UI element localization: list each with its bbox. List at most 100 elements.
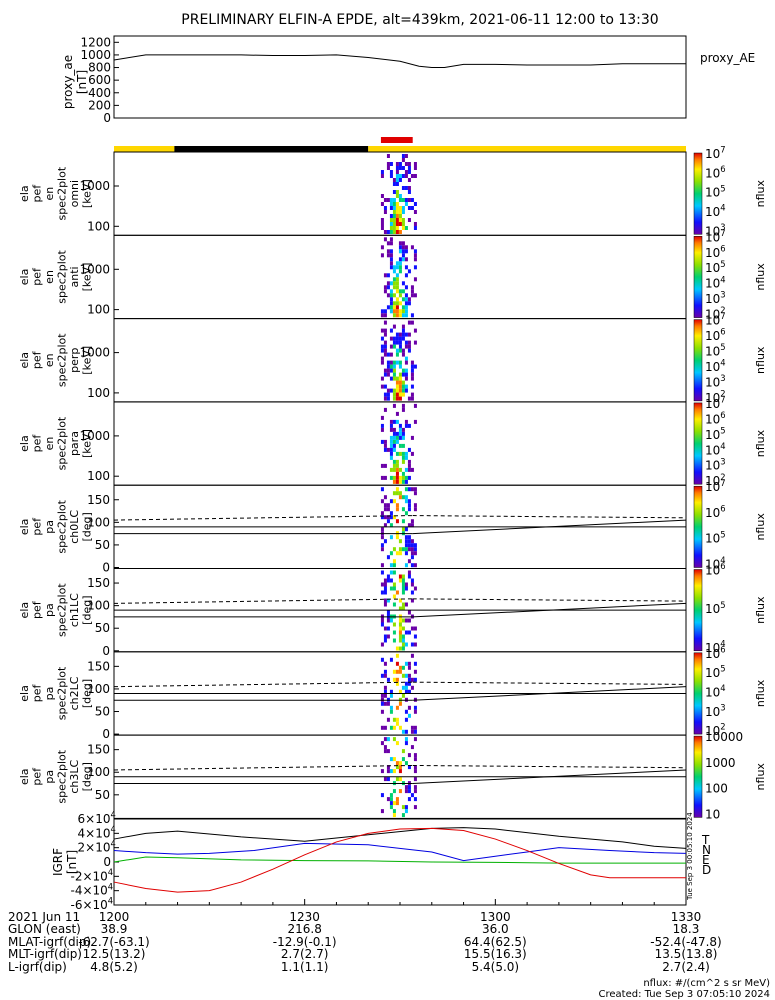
spectrogram-cell [389,226,393,230]
annotation-value-time: 1330 [671,910,702,924]
spectrogram-cell [380,535,384,540]
spectrogram-ylabel-line: en [43,353,56,367]
spectrogram-cell [413,669,417,674]
spectrogram-cell [395,797,399,802]
spectrogram-cell [389,499,393,504]
spectrogram-cell [401,324,405,329]
figure-title: PRELIMINARY ELFIN-A EPDE, alt=439km, 202… [181,12,658,28]
spectrogram-cell [389,693,393,698]
spectrogram-cell [380,348,384,353]
spectrogram-cell [398,646,402,651]
spectrogram-cell [404,285,408,290]
spectrogram-ylabel-line: spec2plot [56,749,69,803]
spectrogram-cell [380,202,384,206]
spectrogram-cell [404,582,408,587]
spectrogram-cell [380,222,384,226]
spectrogram-cell [392,435,396,440]
spectrogram-cell [404,499,408,504]
spectrogram-cell [380,511,384,516]
spectrogram-cell [392,305,396,310]
spectrogram-cell [383,309,387,314]
spectrogram-cell [395,435,399,440]
spectrogram-cell [389,301,393,306]
spectrogram-cell [386,241,390,246]
spectrogram-cell [395,194,399,198]
anti-loss-cone-line [412,515,687,519]
spectrogram-cell [401,222,405,226]
spectrogram-cell [407,789,411,794]
annotation-value-l: 4.8(5.2) [90,960,138,974]
spectrogram-cell [401,435,405,440]
colorbar [693,485,703,568]
spectrogram-cell [380,642,384,647]
spectrogram-cell [410,320,414,325]
spectrogram-cell [392,459,396,464]
colorbar-tick-label: 104 [705,683,726,699]
time-axis [113,899,687,905]
spectrogram-cell [401,606,405,611]
annotation-value-mlt: 12.5(13.2) [83,947,146,961]
orbit-bar [114,137,686,152]
spectrogram-cell [398,301,402,306]
igrf-ytick-label: 4×104 [78,824,116,840]
spectrogram-cell [389,657,393,662]
spectrogram-cell [398,626,402,631]
spectrogram-cell [380,543,384,548]
spectrogram-cell [392,443,396,448]
spectrogram-cell [380,563,384,568]
spectrogram-cell [413,543,417,548]
spectrogram-cell [401,590,405,595]
proxy-ae-ytick-label: 0 [103,111,111,125]
spectrogram-cell [401,352,405,357]
spectrogram-cell [401,586,405,591]
spectrogram-cell [389,281,393,286]
spectrogram-cell [398,769,402,774]
spectrogram-ylabel-line: spec2plot [56,249,69,303]
spectrogram-cell [407,547,411,552]
spectrogram-cell [392,809,396,814]
spectrogram-cell [395,717,399,722]
spectrogram-cell [395,451,399,456]
spectrogram-cell [389,364,393,369]
spectrogram-cell [410,598,414,603]
spectrogram-cell [395,210,399,214]
spectrogram-cell [404,226,408,230]
spectrogram-cell [395,590,399,595]
colorbar [693,652,703,735]
spectrogram-cell [389,443,393,448]
spectrogram-cell [386,392,390,397]
spectrogram-ylabel-line: pef [31,600,44,619]
spectrogram-cell [386,154,390,158]
spectrogram-cell [413,293,417,298]
spectrogram-cell [413,725,417,730]
spectrogram-cell [392,336,396,341]
spectrogram-cell [413,765,417,770]
spectrogram-ylabel-line: ela [18,185,31,202]
spectrogram-cell [401,455,405,460]
spectrogram-cell [410,289,414,294]
spectrogram-cell [389,170,393,174]
spectrogram-cell [392,372,396,377]
colorbar-tick-label: 106 [705,504,726,520]
spectrogram-cell [383,737,387,742]
spectrogram-cell [404,245,408,250]
spectrogram-cell [395,419,399,424]
spectrogram-cell [392,463,396,468]
spectrogram-cell [392,344,396,349]
spectrogram-cell [395,285,399,290]
spectrogram-cell [389,297,393,302]
spectrogram-cell [380,622,384,627]
spectrogram-ytick-label: 50 [95,788,110,802]
spectrogram-cell [392,226,396,230]
spectrogram-cell [383,598,387,603]
spectrogram-cell [380,360,384,365]
spectrogram-cell [392,222,396,226]
spectrogram-ylabel-line: spec2plot [56,583,69,637]
spectrogram-cell [401,626,405,631]
annotation-value-glon: 216.8 [287,922,321,936]
spectrogram-cell [404,170,408,174]
colorbar-tick-label: 105 [705,664,726,680]
anti-loss-cone-line [113,681,413,688]
spectrogram-cell [398,218,402,222]
